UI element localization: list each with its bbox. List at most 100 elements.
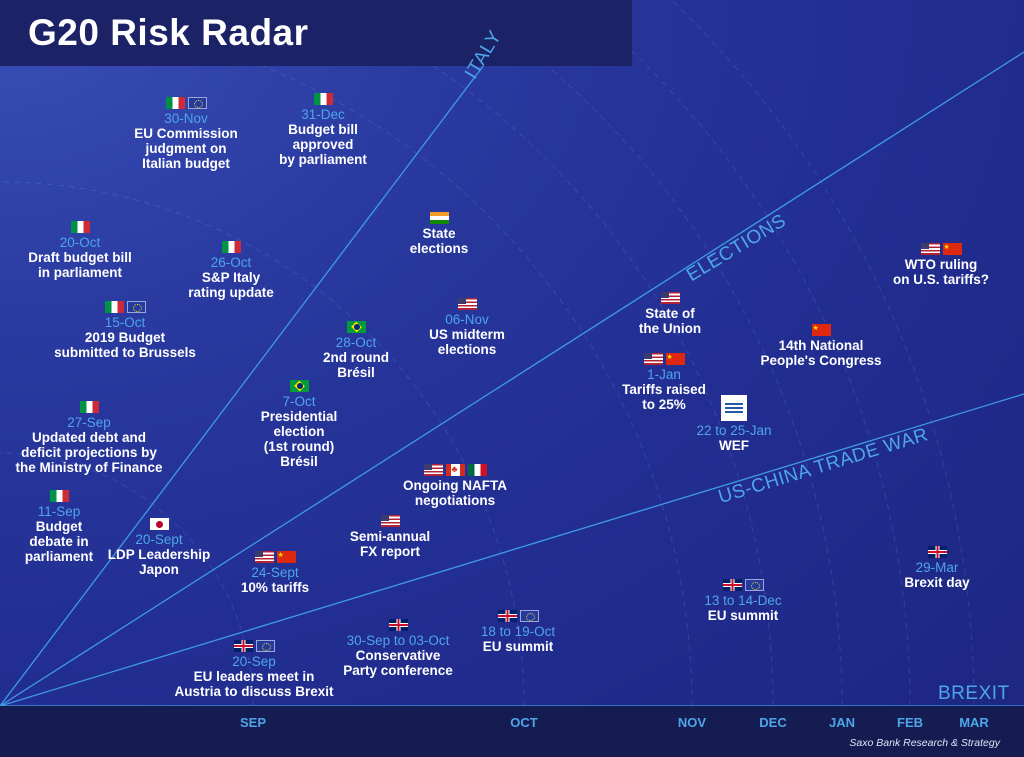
event-label: Budget debate in parliament	[24, 519, 94, 564]
flag-it-icon	[165, 97, 185, 109]
event-marker: 29-Mar Brexit day	[837, 546, 1024, 590]
flag-br-icon	[346, 321, 366, 333]
event-marker: 7-Oct Presidential election (1st round) B…	[199, 380, 399, 469]
event-marker: State of the Union	[570, 292, 770, 336]
flag-us-icon	[380, 515, 400, 527]
event-label: S&P Italy rating update	[188, 270, 274, 300]
event-marker: 20-Oct Draft budget bill in parliament	[0, 221, 180, 280]
month-label-mar: MAR	[959, 715, 989, 730]
event-marker: 15-Oct 2019 Budget submitted to Brussels	[25, 301, 225, 360]
event-flags	[643, 579, 843, 591]
flag-cn-icon	[811, 324, 831, 336]
sector-label-brexit: BREXIT	[938, 683, 1010, 704]
event-flags	[721, 324, 921, 336]
event-flags	[0, 401, 189, 413]
event-flags	[564, 353, 764, 365]
flag-jp-icon	[149, 518, 169, 530]
event-date: 24-Sept	[251, 565, 299, 580]
month-label-oct: OCT	[510, 715, 538, 730]
event-date: 1-Jan	[647, 367, 681, 382]
month-label-feb: FEB	[897, 715, 923, 730]
event-flags	[0, 490, 159, 502]
month-arc-feb	[573, 0, 911, 707]
event-flags	[256, 321, 456, 333]
event-label: Semi-annual FX report	[349, 529, 431, 559]
flag-it-icon	[221, 241, 241, 253]
event-label: Draft budget bill in parliament	[28, 250, 132, 280]
event-marker: 13 to 14-Dec EU summit	[643, 579, 843, 623]
flag-eu-icon	[126, 301, 146, 313]
event-flags	[570, 292, 770, 304]
flag-us-icon	[643, 353, 663, 365]
chart-title: G20 Risk Radar	[28, 12, 309, 53]
event-date: 30-Nov	[164, 111, 208, 126]
flag-it-icon	[70, 221, 90, 233]
event-flags	[59, 518, 259, 530]
month-label-sep: SEP	[239, 715, 266, 730]
flag-eu-icon	[187, 97, 207, 109]
month-label-jan: JAN	[828, 715, 855, 730]
event-label: EU summit	[482, 639, 554, 654]
event-flags	[290, 515, 490, 527]
flag-us-icon	[457, 298, 477, 310]
event-label: Tariffs raised to 25%	[622, 382, 706, 412]
flag-wef-icon	[721, 395, 747, 421]
flag-mx-icon	[467, 464, 487, 476]
event-label: Ongoing NAFTA negotiations	[403, 478, 507, 508]
flag-in-icon	[429, 212, 449, 224]
event-flags	[0, 221, 180, 233]
event-date: 7-Oct	[282, 394, 316, 409]
event-label: LDP Leadership Japon	[107, 547, 211, 577]
event-date: 06-Nov	[445, 312, 489, 327]
flag-cn-icon	[942, 243, 962, 255]
flag-it-icon	[49, 490, 69, 502]
event-label: 14th National People's Congress	[760, 338, 882, 368]
source-credit: Saxo Bank Research & Strategy	[849, 737, 1000, 749]
event-marker: 14th National People's Congress	[721, 324, 921, 368]
event-flags	[634, 395, 834, 421]
flag-br-icon	[289, 380, 309, 392]
event-marker: 06-Nov US midterm elections	[367, 298, 567, 357]
event-flags	[841, 243, 1024, 255]
month-arc-dec	[313, 0, 774, 707]
event-marker: 11-Sep Budget debate in parliament	[0, 490, 159, 564]
event-flags	[367, 298, 567, 310]
flag-uk-icon	[233, 640, 253, 652]
event-label: 2019 Budget submitted to Brussels	[54, 330, 196, 360]
event-date: 27-Sep	[67, 415, 111, 430]
sector-divider-3	[0, 393, 1024, 707]
event-flags	[175, 551, 375, 563]
event-label: 2nd round Brésil	[323, 350, 389, 380]
flag-ca-icon	[445, 464, 465, 476]
event-marker: 20-Sept LDP Leadership Japon	[59, 518, 259, 577]
event-label: Brexit day	[904, 575, 970, 590]
month-label-nov: NOV	[677, 715, 707, 730]
flag-cn-icon	[665, 353, 685, 365]
event-date: 13 to 14-Dec	[704, 593, 782, 608]
event-date: 20-Sep	[232, 654, 276, 669]
event-flags	[154, 640, 354, 652]
event-marker: 31-Dec Budget bill approved by parliament	[223, 93, 423, 167]
event-flags	[223, 93, 423, 105]
event-label: Presidential election (1st round) Brésil	[260, 409, 338, 469]
event-flags	[339, 212, 539, 224]
event-label: State elections	[409, 226, 469, 256]
flag-uk-icon	[388, 619, 408, 631]
event-label: US midterm elections	[429, 327, 505, 357]
event-label: Budget bill approved by parliament	[279, 122, 367, 167]
flag-us-icon	[254, 551, 274, 563]
event-label: 10% tariffs	[240, 580, 310, 595]
event-date: 31-Dec	[301, 107, 345, 122]
flag-eu-icon	[255, 640, 275, 652]
event-label: EU summit	[707, 608, 779, 623]
event-flags	[298, 619, 498, 631]
event-date: 11-Sep	[37, 504, 81, 519]
event-date: 22 to 25-Jan	[696, 423, 772, 438]
event-flags	[418, 610, 618, 622]
event-label: State of the Union	[638, 306, 702, 336]
event-flags	[131, 241, 331, 253]
event-marker: 30-Sep to 03-Oct Conservative Party confe…	[298, 619, 498, 678]
